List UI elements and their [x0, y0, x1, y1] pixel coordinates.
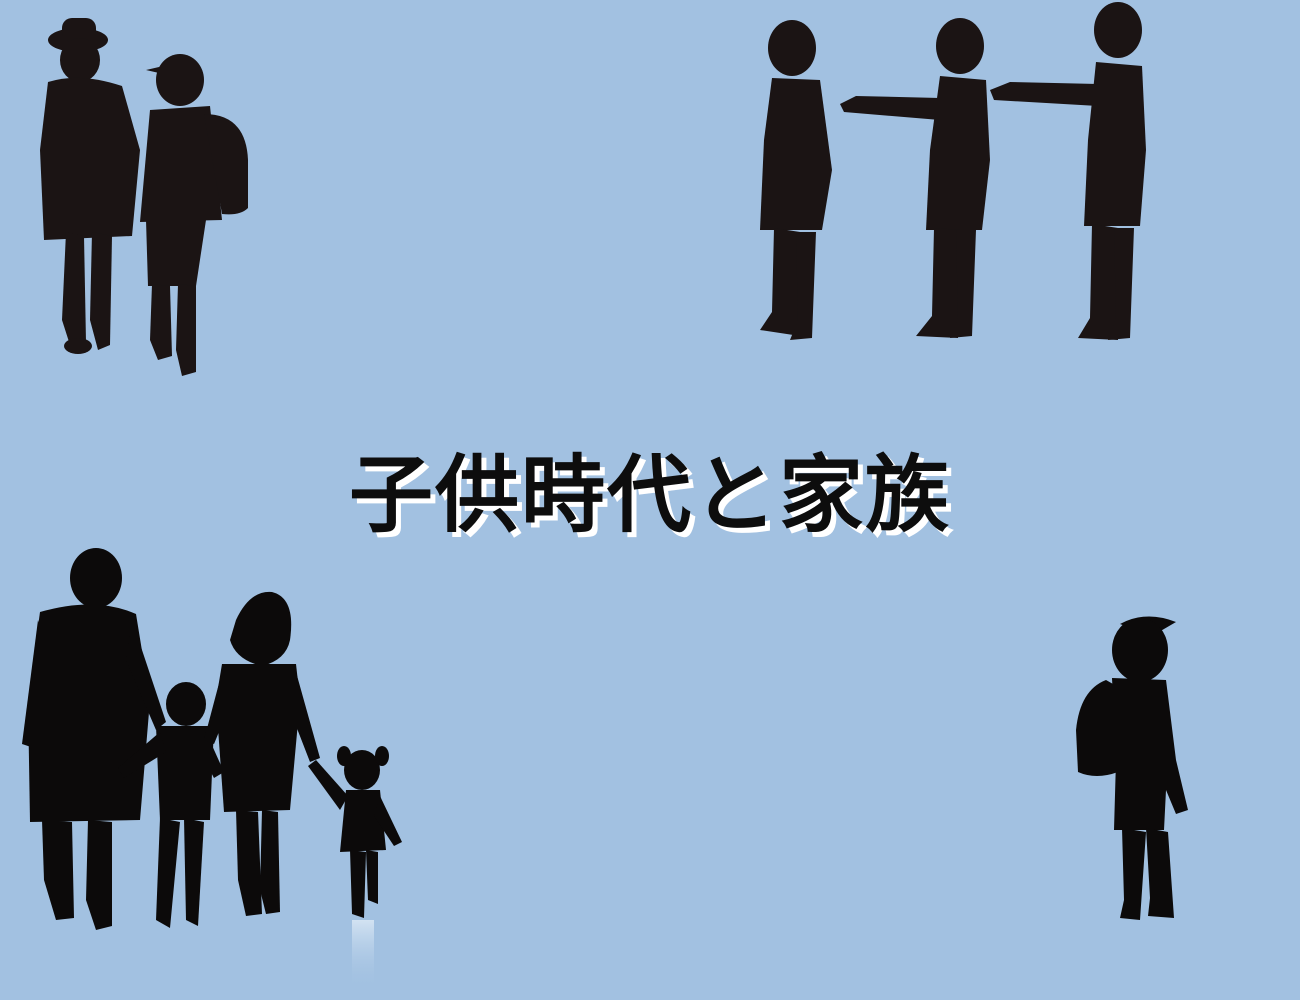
- two-children-walking-silhouette: [40, 18, 248, 376]
- boy-with-backpack-silhouette: [1076, 616, 1188, 920]
- three-boys-in-line-silhouette: [760, 2, 1146, 340]
- floor-reflection: [352, 920, 374, 990]
- family-holding-hands-silhouette: [22, 548, 402, 930]
- page-title: 子供時代と家族: [348, 446, 951, 544]
